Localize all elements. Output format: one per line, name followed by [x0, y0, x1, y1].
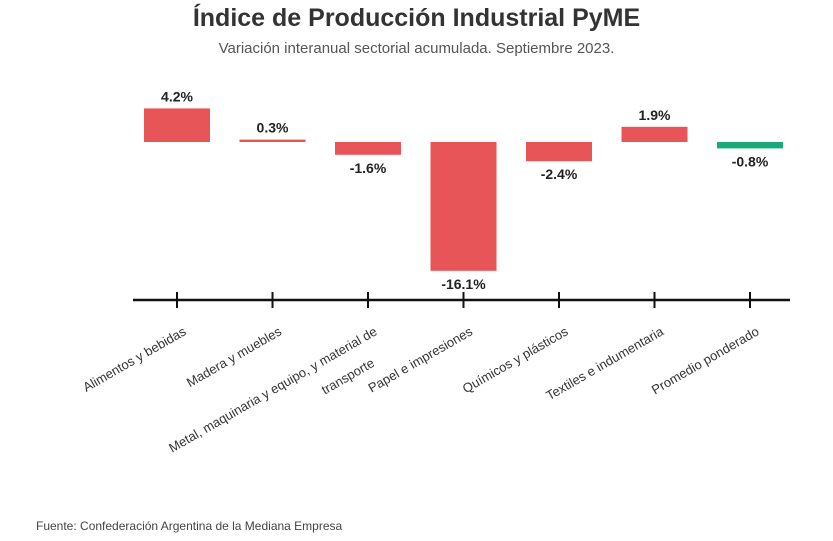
- data-label: -1.6%: [350, 160, 387, 176]
- data-label: 4.2%: [161, 88, 193, 104]
- x-tick-label: Metal, maquinaria y equipo, y material d…: [166, 324, 392, 478]
- chart-subtitle: Variación interanual sectorial acumulada…: [218, 40, 615, 57]
- bar: [717, 142, 783, 149]
- x-tick-label: Papel e impresiones: [365, 323, 475, 395]
- bar: [144, 108, 210, 142]
- bar: [526, 142, 592, 162]
- data-label: -16.1%: [441, 276, 486, 292]
- x-tick-label: Promedio ponderado: [649, 324, 762, 398]
- x-tick-label: Alimentos y bebidas: [80, 323, 189, 394]
- bar: [621, 126, 688, 142]
- x-tick-label: Madera y muebles: [184, 323, 285, 390]
- bar: [335, 142, 401, 155]
- data-label: 1.9%: [639, 107, 671, 123]
- chart-title: Índice de Producción Industrial PyME: [192, 4, 641, 32]
- bar: [239, 139, 306, 142]
- data-label: -2.4%: [541, 166, 578, 182]
- bar: [430, 142, 497, 271]
- data-label: 0.3%: [257, 120, 289, 136]
- data-label: -0.8%: [732, 153, 769, 169]
- source-note: Fuente: Confederación Argentina de la Me…: [36, 519, 343, 533]
